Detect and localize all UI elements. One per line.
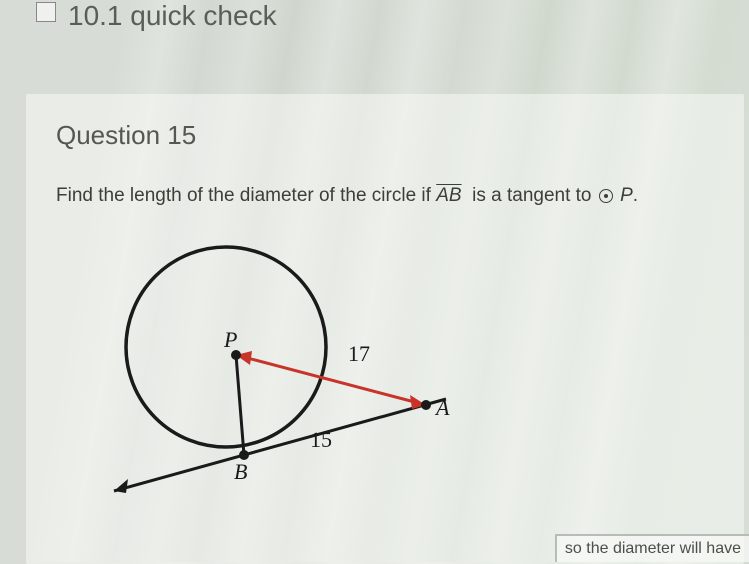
tangent-line [114,399,446,491]
header-title: 10.1 quick check [68,0,277,32]
diagram-svg [76,227,476,507]
geometry-diagram: P A B 17 15 [76,227,476,507]
question-prompt: Find the length of the diameter of the c… [56,185,714,207]
radius-pb [236,355,244,455]
segment-ab: AB [436,185,461,206]
circle-symbol-icon [599,189,613,203]
label-a: A [436,395,449,421]
label-17: 17 [348,341,370,367]
question-heading: Question 15 [56,120,714,151]
page-header: 10.1 quick check [0,0,749,36]
question-card: Question 15 Find the length of the diame… [26,94,744,564]
label-b: B [234,459,247,485]
point-a-dot [421,400,431,410]
point-p-ref: P [620,185,633,206]
line-pa [236,355,426,405]
answer-snippet: so the diameter will have [555,534,749,562]
prompt-text-mid: is a tangent to [467,185,597,206]
label-p: P [224,327,237,353]
prompt-text-before: Find the length of the diameter of the c… [56,185,436,206]
arrow-tangent-left [114,479,128,493]
label-15: 15 [310,427,332,453]
assignment-icon [36,2,56,22]
prompt-text-after: . [633,185,638,206]
